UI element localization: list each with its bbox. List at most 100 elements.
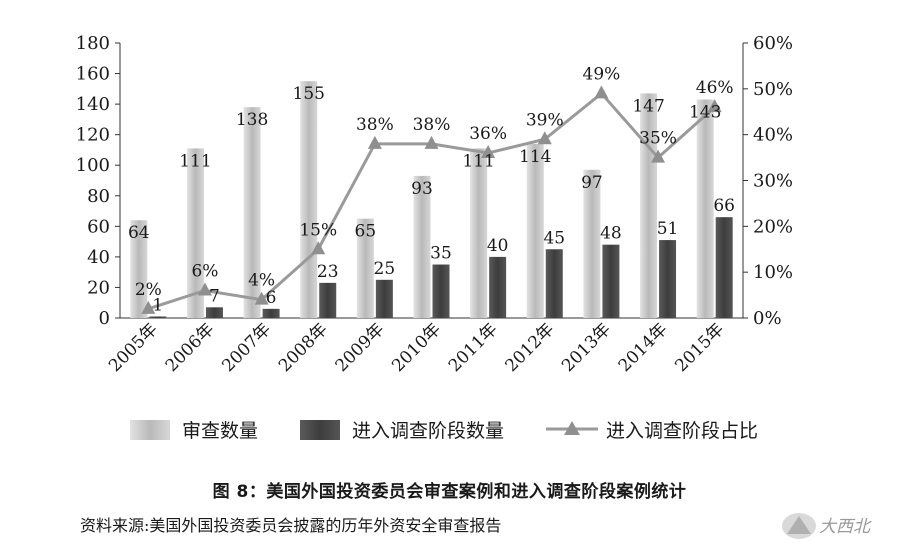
- category-label: 2008年: [275, 319, 332, 376]
- category-label: 2011年: [445, 319, 502, 376]
- data-label-review-count: 155: [293, 84, 325, 104]
- data-label-investigation-count: 40: [487, 236, 509, 256]
- category-label: 2013年: [558, 319, 615, 376]
- data-label-investigation-count: 7: [209, 286, 220, 306]
- data-label-investigation-count: 45: [543, 228, 565, 248]
- watermark-logo: 大西北: [782, 513, 872, 539]
- watermark-text: 大西北: [819, 517, 872, 537]
- data-label-investigation-ratio: 38%: [413, 115, 451, 135]
- data-label-review-count: 143: [689, 103, 721, 123]
- bar-investigation-count: [659, 240, 677, 318]
- left-tick-label: 120: [76, 125, 110, 146]
- source-note: 资料来源:美国外国投资委员会披露的历年外资安全审查报告: [80, 516, 502, 535]
- bar-review-count: [470, 148, 488, 318]
- left-tick-label: 80: [87, 186, 110, 207]
- left-tick-label: 100: [76, 155, 110, 176]
- data-label-investigation-count: 6: [266, 288, 277, 308]
- data-label-investigation-count: 48: [600, 224, 622, 244]
- data-labels: 64 111 138 155 65 93 111 114 97 147 143 1 7 6 23 25 35 40…: [128, 64, 735, 315]
- ratio-marker: [197, 282, 212, 296]
- data-label-investigation-ratio: 49%: [583, 64, 621, 84]
- data-label-investigation-ratio: 2%: [135, 280, 162, 300]
- legend-swatch-ratio-marker: [564, 421, 580, 435]
- data-label-investigation-ratio: 39%: [526, 110, 564, 130]
- category-axis-labels: 2005年 2006年 2007年 2008年 2009年 2010年 2011年 2012年…: [105, 319, 728, 376]
- series-review-count: [130, 81, 714, 319]
- data-label-review-count: 114: [519, 147, 551, 167]
- series-investigation-ratio: [141, 85, 722, 314]
- data-label-review-count: 64: [128, 223, 150, 243]
- bar-review-count: [243, 107, 261, 319]
- bar-investigation-count: [432, 264, 450, 318]
- right-tick-label: 40%: [753, 125, 793, 146]
- left-tick-label: 20: [87, 277, 110, 298]
- ratio-marker: [481, 145, 496, 158]
- category-label: 2014年: [615, 319, 672, 376]
- category-label: 2005年: [105, 319, 162, 376]
- data-label-investigation-ratio: 35%: [639, 129, 677, 149]
- legend-label-review-count: 审查数量: [182, 420, 258, 442]
- category-label: 2009年: [332, 319, 389, 376]
- bar-review-count: [413, 175, 431, 318]
- category-label: 2006年: [162, 319, 219, 376]
- ratio-marker: [254, 291, 269, 305]
- bar-review-count: [526, 143, 544, 318]
- ratio-marker: [367, 135, 382, 149]
- bar-review-count: [130, 220, 148, 318]
- bar-review-count: [640, 93, 658, 319]
- ratio-marker: [707, 99, 722, 113]
- data-label-investigation-count: 35: [430, 244, 452, 264]
- data-label-review-count: 147: [632, 96, 664, 116]
- series-investigation-count: [149, 217, 733, 318]
- data-label-investigation-ratio: 36%: [469, 124, 507, 144]
- legend-label-investigation-count: 进入调查阶段数量: [352, 420, 504, 442]
- right-tick-label: 0%: [753, 308, 782, 329]
- data-label-investigation-ratio: 4%: [248, 271, 275, 291]
- left-axis-ticks: 0 20 40 60 80 100 120 140 160 180: [76, 33, 120, 329]
- left-tick-label: 140: [76, 94, 110, 115]
- data-label-review-count: 93: [411, 179, 433, 199]
- right-tick-label: 20%: [753, 216, 793, 237]
- bar-investigation-count: [715, 217, 733, 318]
- data-label-review-count: 111: [179, 151, 211, 171]
- left-tick-label: 60: [87, 216, 110, 237]
- figure-caption: 图 8：美国外国投资委员会审查案例和进入调查阶段案例统计: [212, 482, 687, 502]
- legend-swatch-investigation-count: [300, 420, 340, 440]
- data-label-investigation-count: 66: [713, 196, 735, 216]
- data-label-investigation-count: 51: [657, 219, 679, 239]
- right-tick-label: 50%: [753, 79, 793, 100]
- data-label-investigation-ratio: 46%: [696, 78, 734, 98]
- category-label: 2015年: [671, 319, 728, 376]
- category-label: 2012年: [502, 319, 559, 376]
- right-tick-label: 10%: [753, 262, 793, 283]
- ratio-marker: [537, 131, 552, 145]
- bar-investigation-count: [205, 307, 223, 318]
- category-label: 2007年: [218, 319, 275, 376]
- data-label-review-count: 65: [355, 222, 377, 242]
- bar-review-count: [696, 99, 714, 319]
- legend: 审查数量 进入调查阶段数量 进入调查阶段占比: [130, 420, 758, 442]
- bar-review-count: [300, 81, 318, 318]
- ratio-marker: [651, 149, 666, 163]
- data-label-investigation-ratio: 15%: [299, 220, 337, 240]
- left-tick-label: 160: [76, 64, 110, 85]
- bar-review-count: [186, 148, 204, 318]
- ratio-marker: [424, 135, 439, 149]
- legend-label-investigation-ratio: 进入调查阶段占比: [606, 420, 758, 442]
- right-tick-label: 30%: [753, 171, 793, 192]
- bar-investigation-count: [149, 316, 167, 318]
- bar-investigation-count: [489, 256, 507, 318]
- right-axis-ticks: 0% 10% 20% 30% 40% 50% 60%: [743, 33, 793, 329]
- data-label-review-count: 97: [581, 173, 603, 193]
- bar-investigation-count: [545, 249, 563, 318]
- data-label-investigation-ratio: 38%: [356, 115, 394, 135]
- data-label-investigation-count: 25: [374, 259, 396, 279]
- bar-review-count: [356, 218, 374, 318]
- data-label-investigation-count: 23: [317, 262, 339, 282]
- ratio-marker: [594, 85, 609, 99]
- data-label-investigation-ratio: 6%: [191, 262, 218, 282]
- right-tick-label: 60%: [753, 33, 793, 54]
- bar-investigation-count: [375, 279, 393, 318]
- ratio-marker: [141, 300, 156, 314]
